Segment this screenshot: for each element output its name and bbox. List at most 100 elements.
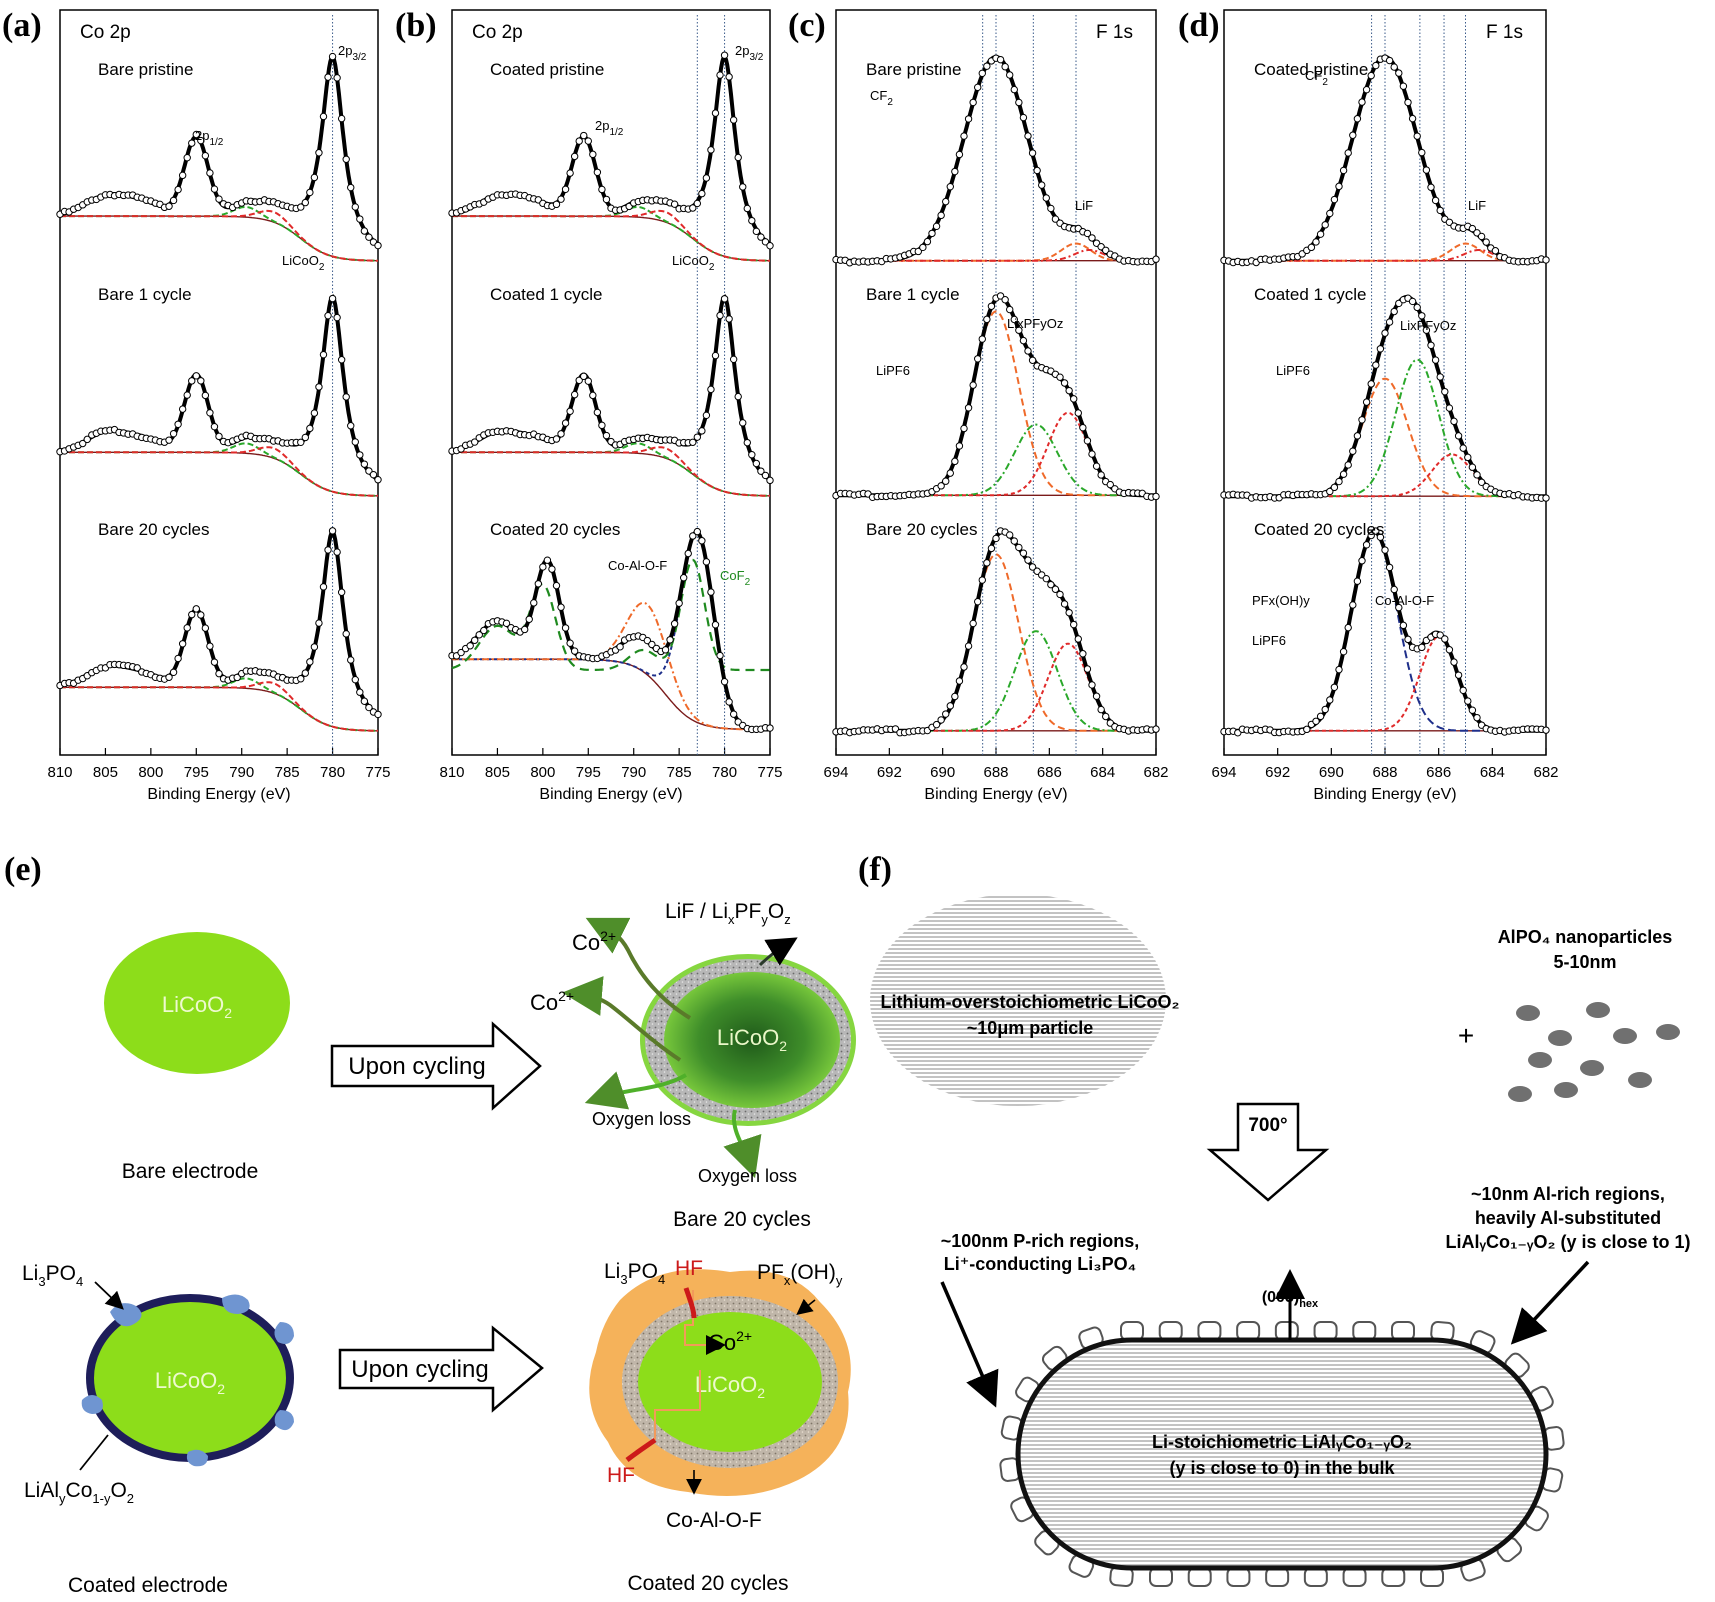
data-point <box>1422 326 1431 334</box>
component-curve <box>60 681 378 732</box>
data-point <box>534 580 543 588</box>
big-particle <box>870 894 1166 1106</box>
data-point <box>310 409 319 417</box>
data-point <box>1097 471 1105 479</box>
nanoparticle <box>1628 1072 1652 1088</box>
data-point <box>324 73 332 81</box>
data-point <box>1353 115 1362 123</box>
data-point <box>306 658 314 666</box>
coated20-caption: Coated 20 cycles <box>627 1572 788 1595</box>
data-point <box>1358 98 1366 106</box>
coated20-li3po4: Li3PO4 <box>604 1260 665 1287</box>
data-point <box>1070 620 1078 629</box>
data-point <box>928 229 936 238</box>
data-point <box>593 168 602 176</box>
data-point <box>1065 386 1073 395</box>
surface-region <box>1226 1567 1251 1587</box>
data-point <box>1312 717 1320 725</box>
heat-label: 700° <box>1248 1115 1287 1136</box>
li3po4-blob-2 <box>222 1294 250 1314</box>
data-point <box>1399 621 1408 630</box>
component-curve <box>1224 453 1546 498</box>
data-point <box>946 182 954 191</box>
al-rich-line1: ~10nm Al-rich regions, <box>1471 1184 1665 1204</box>
data-point <box>1024 347 1032 355</box>
data-point <box>183 624 191 632</box>
hf-arrow-top <box>683 1287 697 1319</box>
data-point <box>1408 114 1417 123</box>
data-point <box>1464 697 1472 705</box>
data-point <box>1051 215 1060 223</box>
data-point <box>593 408 602 417</box>
data-point <box>951 167 959 176</box>
data-point <box>757 233 765 241</box>
data-point <box>178 405 187 413</box>
cof2-reference-curve <box>451 558 770 672</box>
component-curve <box>60 206 378 262</box>
data-point <box>356 688 364 696</box>
x-tick-label: 785 <box>275 764 300 781</box>
data-point <box>720 295 729 303</box>
bare-particle-label: LiCoO2 <box>162 992 232 1021</box>
x-axis-label: Binding Energy (eV) <box>1313 786 1456 803</box>
data-point <box>197 136 205 145</box>
x-tick-label: 800 <box>138 764 163 781</box>
data-point <box>942 710 950 718</box>
data-point <box>937 211 945 220</box>
data-point <box>978 576 986 584</box>
data-point <box>342 155 350 163</box>
final-particle <box>1015 1337 1549 1571</box>
background-line <box>452 451 770 497</box>
peak-annotation: LiCoO2 <box>282 253 325 273</box>
surface-region <box>1303 1567 1328 1587</box>
data-point <box>1047 204 1055 213</box>
data-point <box>557 195 565 203</box>
nanoparticle <box>1586 1002 1610 1018</box>
data-point <box>471 636 479 644</box>
data-point <box>766 242 774 250</box>
x-tick-label: 800 <box>530 764 555 781</box>
data-point <box>1307 243 1316 252</box>
plot-title: F 1s <box>1486 22 1523 43</box>
data-point <box>1353 577 1362 585</box>
data-point <box>1339 647 1348 656</box>
data-point <box>720 677 729 686</box>
data-point <box>1316 230 1325 238</box>
p-rich-pointer <box>940 1281 999 1408</box>
pfxohy-label: PFx(OH)y <box>757 1261 843 1288</box>
data-point <box>1390 63 1398 71</box>
data-point <box>1335 182 1343 191</box>
peak-annotation: PFx(OH)y <box>1252 593 1310 608</box>
data-point <box>914 247 922 256</box>
data-point <box>766 476 774 485</box>
x-tick-label: 692 <box>1265 764 1290 781</box>
x-tick-label: 785 <box>667 764 692 781</box>
nanoparticle <box>1508 1086 1532 1102</box>
data-point <box>192 605 200 613</box>
data-point <box>1390 585 1398 594</box>
bare20-caption: Bare 20 cycles <box>673 1208 811 1231</box>
oxygen-arrow-1 <box>584 1071 687 1110</box>
coated20-core-label: LiCoO2 <box>695 1372 765 1401</box>
data-point <box>337 356 346 364</box>
data-point <box>1028 149 1037 157</box>
data-point <box>1413 303 1421 312</box>
data-point <box>702 174 711 182</box>
data-point <box>891 725 900 733</box>
data-point <box>716 651 724 660</box>
data-point <box>360 227 369 235</box>
data-point <box>969 619 977 628</box>
data-point <box>169 196 178 205</box>
x-tick-label: 795 <box>576 764 601 781</box>
data-point <box>602 195 611 204</box>
data-point <box>351 203 359 211</box>
data-point <box>201 624 210 632</box>
nanoparticle <box>1656 1024 1680 1040</box>
data-point <box>589 150 597 159</box>
data-point <box>133 664 141 672</box>
data-point <box>1152 255 1160 263</box>
data-point <box>210 658 219 666</box>
data-point <box>1399 82 1408 90</box>
data-point <box>1335 477 1343 486</box>
data-point <box>548 565 556 573</box>
